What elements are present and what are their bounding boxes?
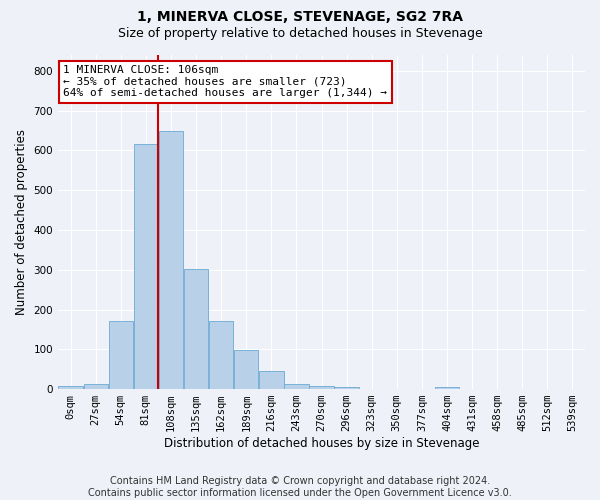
Text: Size of property relative to detached houses in Stevenage: Size of property relative to detached ho… — [118, 28, 482, 40]
Bar — [58, 386, 83, 389]
Text: 1, MINERVA CLOSE, STEVENAGE, SG2 7RA: 1, MINERVA CLOSE, STEVENAGE, SG2 7RA — [137, 10, 463, 24]
Bar — [184, 268, 208, 389]
Bar — [234, 350, 259, 389]
Bar — [159, 130, 183, 389]
Bar — [284, 384, 308, 389]
Bar — [134, 144, 158, 389]
Bar — [435, 387, 459, 389]
Y-axis label: Number of detached properties: Number of detached properties — [15, 129, 28, 315]
Bar — [334, 387, 359, 389]
Bar — [310, 386, 334, 389]
X-axis label: Distribution of detached houses by size in Stevenage: Distribution of detached houses by size … — [164, 437, 479, 450]
Bar — [109, 322, 133, 389]
Text: Contains HM Land Registry data © Crown copyright and database right 2024.
Contai: Contains HM Land Registry data © Crown c… — [88, 476, 512, 498]
Bar — [83, 384, 108, 389]
Bar — [259, 371, 284, 389]
Bar — [209, 320, 233, 389]
Text: 1 MINERVA CLOSE: 106sqm
← 35% of detached houses are smaller (723)
64% of semi-d: 1 MINERVA CLOSE: 106sqm ← 35% of detache… — [64, 65, 388, 98]
